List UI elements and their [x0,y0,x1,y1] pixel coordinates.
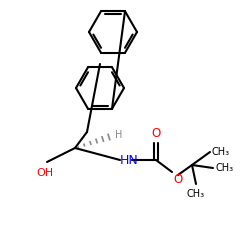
Text: H: H [115,130,122,140]
Text: HN: HN [120,154,139,166]
Text: OH: OH [36,168,54,178]
Text: O: O [173,173,182,186]
Text: CH₃: CH₃ [212,147,230,157]
Text: CH₃: CH₃ [215,163,233,173]
Text: CH₃: CH₃ [187,189,205,199]
Text: O: O [152,127,160,140]
